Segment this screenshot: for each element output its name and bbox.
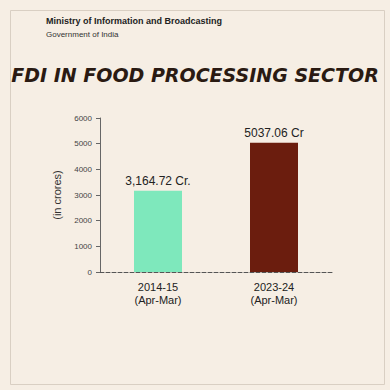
svg-text:4000: 4000 [74, 165, 92, 174]
svg-text:Government of India: Government of India [46, 30, 119, 39]
svg-text:1000: 1000 [74, 242, 92, 251]
svg-text:5000: 5000 [74, 139, 92, 148]
svg-text:2014-15: 2014-15 [138, 281, 178, 293]
svg-text:FDI IN FOOD PROCESSING SECTOR: FDI IN FOOD PROCESSING SECTOR [11, 64, 379, 86]
svg-text:2000: 2000 [74, 216, 92, 225]
svg-text:2023-24: 2023-24 [254, 281, 294, 293]
svg-text:6000: 6000 [74, 114, 92, 123]
svg-text:5037.06 Cr: 5037.06 Cr [244, 126, 303, 140]
svg-text:0: 0 [88, 268, 93, 277]
svg-text:(Apr-Mar): (Apr-Mar) [134, 294, 181, 306]
svg-text:Ministry of Information and Br: Ministry of Information and Broadcasting [46, 16, 222, 26]
svg-text:3000: 3000 [74, 191, 92, 200]
svg-text:(in crores): (in crores) [51, 170, 63, 220]
svg-text:3,164.72 Cr.: 3,164.72 Cr. [125, 174, 190, 188]
svg-text:(Apr-Mar): (Apr-Mar) [250, 294, 297, 306]
